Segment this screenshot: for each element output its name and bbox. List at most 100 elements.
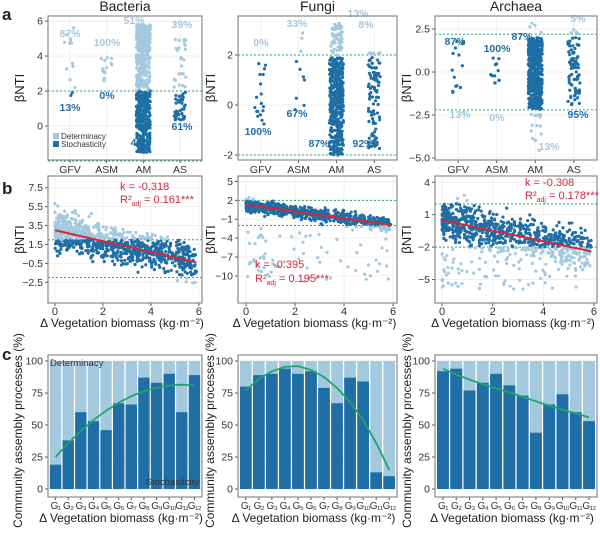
point	[163, 270, 167, 274]
determinacy-percent-label: 100%	[94, 37, 122, 49]
point	[485, 237, 489, 242]
point	[135, 38, 140, 42]
point	[143, 139, 147, 143]
point	[75, 249, 79, 253]
point	[329, 126, 333, 130]
point	[472, 204, 476, 208]
bar-stochasticity	[476, 382, 489, 490]
y-tick-label: 0	[37, 121, 43, 133]
point	[294, 59, 298, 64]
point	[184, 38, 188, 42]
point	[65, 215, 69, 219]
point	[496, 246, 500, 250]
point	[568, 44, 572, 48]
point	[506, 247, 510, 251]
point	[145, 244, 149, 248]
point	[118, 254, 122, 258]
point	[371, 102, 376, 106]
point	[575, 56, 579, 60]
y-tick-label: 1.5	[28, 239, 43, 251]
determinacy-percent-label: 39%	[171, 19, 193, 31]
point	[333, 128, 337, 132]
point	[577, 90, 582, 94]
point	[112, 262, 117, 267]
point	[374, 258, 378, 262]
point	[555, 224, 559, 228]
point	[134, 56, 138, 60]
stochasticity-percent-label: 87%	[444, 36, 466, 48]
point	[341, 109, 345, 113]
point	[70, 210, 75, 215]
point	[188, 249, 192, 254]
stochasticity-percent-label: 100%	[484, 43, 512, 55]
point	[576, 96, 580, 100]
point	[375, 269, 380, 274]
point	[144, 100, 148, 105]
point	[529, 112, 533, 116]
point	[140, 41, 144, 45]
point	[323, 210, 327, 215]
y-tick-label: −2	[418, 242, 430, 254]
point	[504, 258, 508, 262]
point	[380, 246, 384, 250]
y-tick-label: 0	[424, 484, 430, 496]
point	[137, 75, 141, 80]
point	[178, 94, 182, 98]
point	[543, 271, 547, 275]
point	[266, 272, 270, 277]
point	[148, 89, 152, 93]
point	[526, 282, 531, 287]
point	[253, 105, 257, 110]
point	[274, 203, 278, 207]
point	[369, 110, 373, 114]
point	[573, 62, 577, 67]
bar-stochasticity	[344, 377, 356, 490]
point	[183, 90, 188, 94]
point	[327, 141, 332, 145]
point	[518, 278, 522, 282]
point	[72, 26, 76, 30]
point	[302, 103, 306, 107]
point	[147, 106, 151, 110]
point	[491, 56, 495, 60]
point	[568, 74, 572, 78]
point	[385, 249, 389, 253]
point	[146, 110, 150, 114]
point	[144, 90, 148, 94]
y-axis-label: Community assembly processes (%)	[11, 333, 25, 528]
point	[163, 238, 167, 242]
point	[125, 235, 129, 240]
point	[249, 260, 253, 265]
point	[138, 234, 142, 238]
point	[72, 217, 76, 221]
point	[150, 262, 154, 267]
point	[458, 217, 462, 222]
y-axis-label: Community assembly processes (%)	[400, 333, 414, 528]
y-tick-label: 0	[227, 484, 233, 496]
point	[161, 243, 165, 248]
point	[454, 238, 458, 242]
stochasticity-percent-label: 92%	[352, 138, 374, 150]
point	[268, 201, 272, 205]
point	[557, 220, 561, 224]
point	[145, 135, 150, 140]
point	[468, 209, 473, 213]
point	[579, 226, 583, 230]
point	[447, 211, 451, 215]
point	[570, 101, 574, 106]
point	[89, 255, 93, 259]
point	[534, 233, 538, 237]
y-tick-label: 25	[221, 452, 233, 464]
point	[329, 106, 333, 110]
point	[376, 219, 380, 223]
point	[530, 21, 534, 25]
r2-subscript: adj	[132, 201, 142, 208]
point	[329, 44, 333, 48]
bar-stochasticity	[331, 403, 343, 490]
point	[369, 228, 373, 232]
point	[313, 219, 317, 223]
point	[258, 207, 262, 212]
point	[508, 284, 512, 288]
point	[162, 267, 166, 271]
point	[567, 228, 572, 232]
